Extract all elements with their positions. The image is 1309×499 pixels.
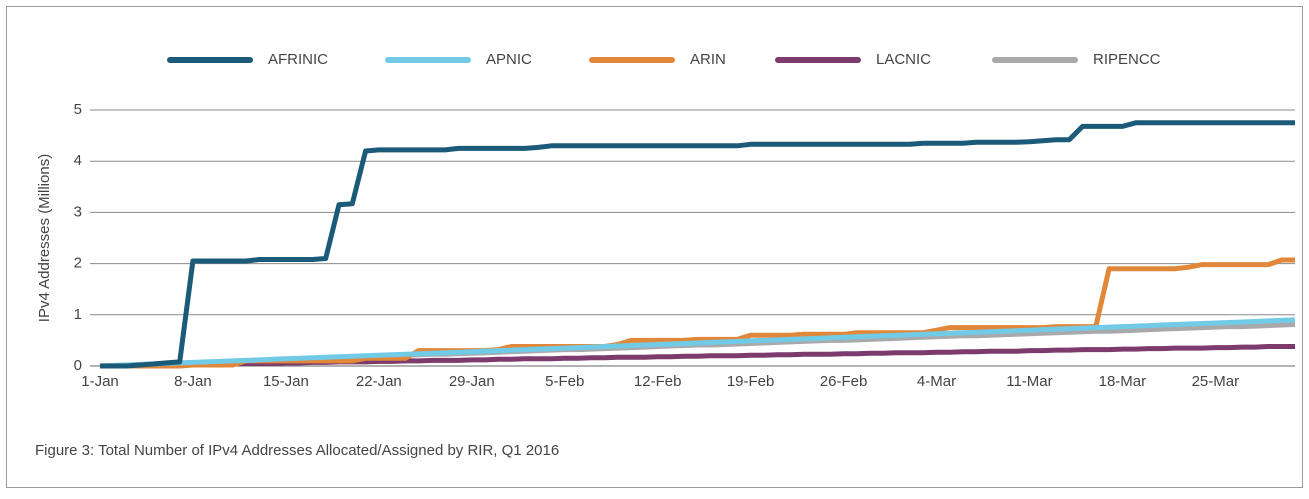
x-tick-label: 29-Jan (449, 373, 495, 390)
series-line (99, 317, 1296, 369)
y-tick-label: 2 (74, 255, 82, 272)
y-axis-label: IPv4 Addresses (Millions) (36, 154, 53, 322)
x-tick-label: 19-Feb (727, 373, 775, 390)
y-tick-label: 5 (74, 101, 82, 118)
series-line (100, 120, 1295, 369)
x-tick-label: 26-Feb (820, 373, 868, 390)
x-tick-label: 18-Mar (1099, 373, 1147, 390)
y-tick-label: 0 (74, 357, 82, 374)
legend-label: LACNIC (876, 51, 931, 68)
x-tick-label: 15-Jan (263, 373, 309, 390)
legend-label: RIPENCC (1093, 51, 1161, 68)
x-tick-label: 25-Mar (1192, 373, 1240, 390)
x-tick-label: 5-Feb (545, 373, 584, 390)
x-tick-label: 1-Jan (81, 373, 119, 390)
legend-label: ARIN (690, 51, 726, 68)
x-tick-label: 12-Feb (634, 373, 682, 390)
legend-label: AFRINIC (268, 51, 328, 68)
x-tick-label: 4-Mar (917, 373, 956, 390)
y-tick-label: 1 (74, 306, 82, 323)
x-tick-label: 8-Jan (174, 373, 212, 390)
y-tick-label: 3 (74, 203, 82, 220)
x-tick-label: 22-Jan (356, 373, 402, 390)
x-tick-label: 11-Mar (1006, 373, 1052, 390)
legend-label: APNIC (486, 51, 532, 68)
caption: Figure 3: Total Number of IPv4 Addresses… (35, 442, 559, 459)
y-tick-label: 4 (74, 152, 82, 169)
figure-frame (6, 6, 1303, 488)
